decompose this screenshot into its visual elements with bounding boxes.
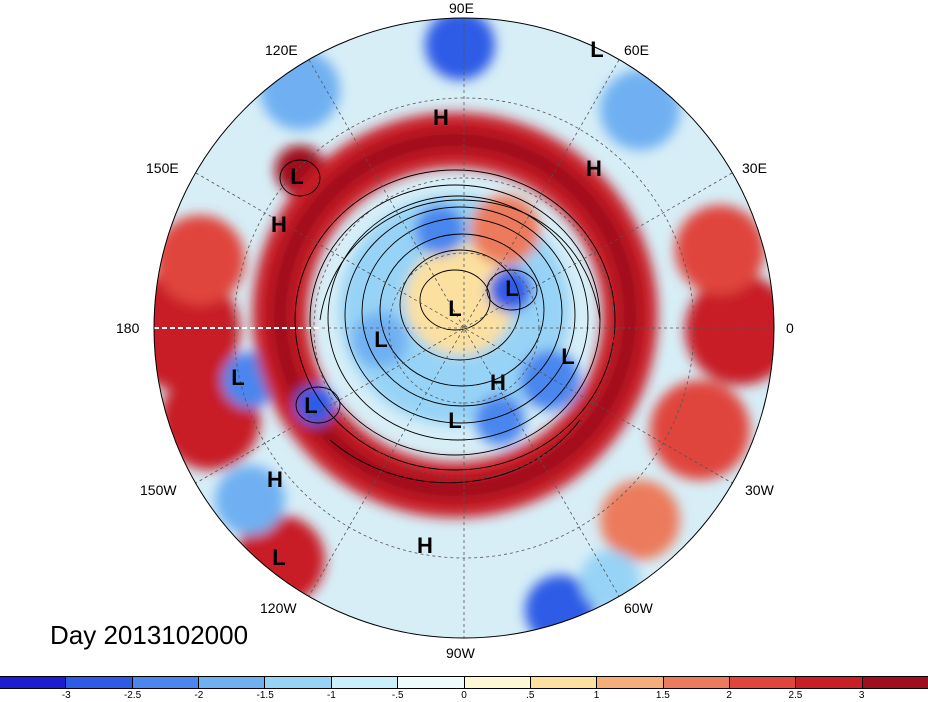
colorbar-tick-label: -3: [61, 690, 71, 701]
lon-label-90e: 90E: [449, 0, 474, 16]
colorbar-swatch: [66, 677, 133, 688]
lon-label-150e: 150E: [146, 160, 179, 176]
low-center-marker: L: [590, 37, 604, 62]
low-center-marker: L: [272, 545, 286, 570]
low-center-marker: L: [231, 365, 245, 390]
high-center-marker: H: [271, 212, 287, 237]
lon-label-180: 180: [116, 320, 140, 336]
colorbar-tick-label: 3: [858, 690, 865, 701]
lon-label-120w: 120W: [260, 600, 297, 616]
colorbar-ticks: -3 -2.5 -2 -1.5 -1 -.5 0 .5 1 1.5 2 2.5 3: [0, 690, 928, 702]
lon-label-30w: 30W: [745, 482, 774, 498]
high-center-marker: H: [267, 467, 283, 492]
low-center-marker: L: [374, 327, 388, 352]
colorbar-tick-label: 2.5: [788, 690, 803, 701]
colorbar: [0, 676, 928, 689]
map-title: Day 2013102000: [50, 620, 249, 650]
lon-label-150w: 150W: [140, 482, 177, 498]
colorbar-tick-label: 2: [726, 690, 732, 701]
colorbar-swatch: [597, 677, 664, 688]
colorbar-swatch: [265, 677, 332, 688]
lon-label-120e: 120E: [265, 42, 298, 58]
lon-label-0: 0: [786, 320, 794, 336]
colorbar-swatch: [796, 677, 863, 688]
colorbar-swatch: [464, 677, 531, 688]
colorbar-tick-label: -1.5: [256, 690, 274, 701]
colorbar-swatch: [729, 677, 797, 688]
colorbar-swatch: [862, 677, 928, 688]
colorbar-swatch: [132, 677, 200, 688]
colorbar-tick-label: -.5: [391, 690, 404, 701]
colorbar-tick-label: 0: [461, 690, 467, 701]
colorbar-tick-label: -2.5: [123, 690, 142, 701]
graticule: [154, 18, 774, 638]
high-center-marker: H: [490, 370, 506, 395]
colorbar-tick-label: 1: [593, 690, 600, 701]
lon-label-60w: 60W: [624, 600, 653, 616]
colorbar-tick-label: .5: [526, 690, 535, 701]
geopotential-contours: [279, 159, 616, 484]
colorbar-tick-label: -1: [326, 690, 336, 701]
colorbar-swatch: [331, 677, 399, 688]
colorbar-swatch: [0, 677, 67, 688]
colorbar-tick-label: -2: [194, 690, 204, 701]
low-center-marker: L: [448, 296, 462, 321]
colorbar-swatch: [199, 677, 266, 688]
low-center-marker: L: [448, 408, 462, 433]
colorbar-swatch: [663, 677, 730, 688]
low-center-marker: L: [561, 344, 575, 369]
colorbar-swatch: [530, 677, 598, 688]
colorbar-swatch: [398, 677, 465, 688]
colorbar-tick-label: 1.5: [655, 690, 670, 701]
lon-label-60e: 60E: [624, 42, 649, 58]
high-center-marker: H: [586, 156, 602, 181]
low-center-marker: L: [290, 164, 304, 189]
high-center-marker: H: [433, 105, 449, 130]
high-center-marker: H: [417, 533, 433, 558]
low-center-marker: L: [505, 276, 519, 301]
lon-label-90w: 90W: [446, 645, 475, 661]
lon-label-30e: 30E: [742, 160, 767, 176]
low-center-marker: L: [304, 393, 318, 418]
map-boundary: [153, 17, 775, 639]
